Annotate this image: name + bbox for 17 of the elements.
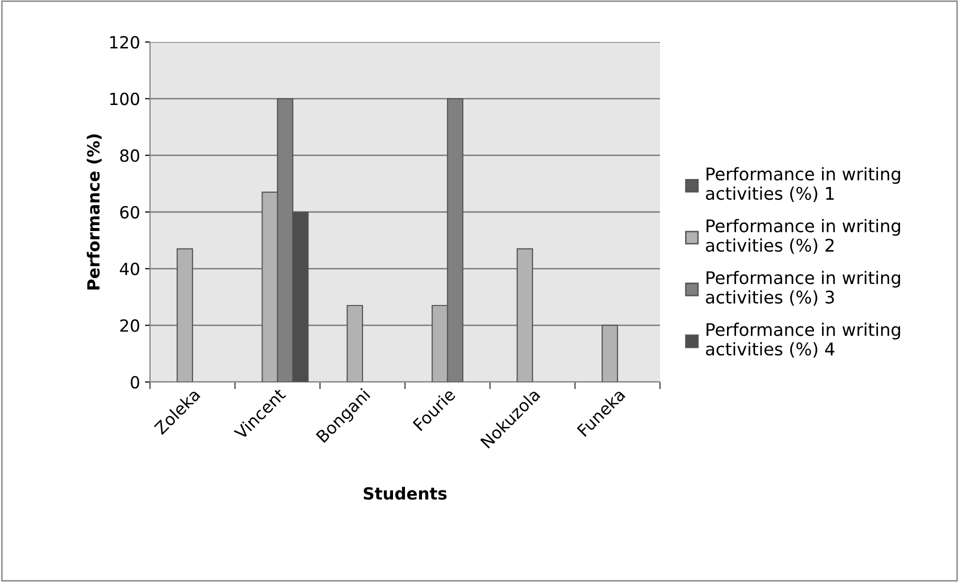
y-tick-label: 80 <box>120 149 140 162</box>
bar <box>516 248 534 382</box>
legend-label: Performance in writing activities (%) 4 <box>706 322 900 358</box>
y-axis-title: Performance (%) <box>86 134 102 290</box>
y-tick-label: 60 <box>120 206 140 219</box>
y-tick-label: 40 <box>120 262 140 276</box>
x-axis-title: Students <box>364 486 447 500</box>
legend-label: Performance in writing activities (%) 3 <box>706 270 900 306</box>
y-tick-label: 20 <box>120 319 140 332</box>
y-tick-label: 0 <box>130 376 140 389</box>
legend-label: Performance in writing activities (%) 2 <box>706 218 900 254</box>
bar <box>176 248 194 382</box>
y-tick-label: 120 <box>110 36 140 49</box>
y-tick-label: 100 <box>110 92 140 106</box>
bar <box>346 304 364 382</box>
legend-label: Performance in writing activities (%) 1 <box>706 167 900 202</box>
bar <box>602 324 618 382</box>
